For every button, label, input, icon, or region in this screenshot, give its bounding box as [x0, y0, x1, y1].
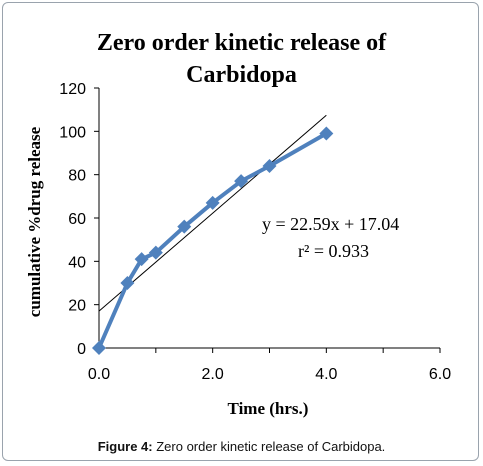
- y-tick-label: 100: [59, 124, 86, 141]
- equation-annotation: y = 22.59x + 17.04: [262, 214, 399, 234]
- data-point-marker: [234, 174, 249, 189]
- chart-title-line-1: Zero order kinetic release of: [96, 30, 387, 56]
- figure-caption-label: Figure 4:: [97, 439, 153, 454]
- chart-title-line-2: Carbidopa: [186, 62, 297, 88]
- y-tick-label: 40: [68, 254, 86, 271]
- x-tick-label: 0.0: [88, 366, 110, 383]
- trendline-group: [98, 114, 327, 312]
- x-tick-label: 4.0: [315, 366, 337, 383]
- x-axis-title: Time (hrs.): [228, 399, 309, 418]
- data-point-marker: [319, 126, 334, 141]
- data-point-marker: [205, 195, 220, 210]
- y-tick-label: 80: [68, 168, 86, 185]
- tick-labels: 0 20 40 60 80 100 120 0.0 2.0 4.0 6.0: [59, 81, 451, 383]
- y-tick-label: 60: [68, 211, 86, 228]
- y-tick-label: 20: [68, 298, 86, 315]
- data-point-marker: [262, 159, 277, 173]
- data-point-marker: [148, 245, 163, 260]
- linear-trendline: [98, 114, 327, 312]
- data-point-marker: [177, 219, 192, 234]
- data-point-marker: [120, 276, 135, 290]
- data-point-marker: [92, 341, 106, 355]
- figure-caption-text: Zero order kinetic release of Carbidopa.: [156, 439, 386, 454]
- y-axis-title: cumulative %drug release: [25, 126, 44, 317]
- chart-frame: [2, 2, 479, 461]
- data-point-marker: [134, 252, 149, 267]
- r-squared-annotation: r² = 0.933: [298, 241, 369, 261]
- y-tick-label: 0: [77, 341, 86, 358]
- y-tick-label: 120: [59, 81, 86, 98]
- figure-caption: Figure 4: Zero order kinetic release of …: [0, 439, 483, 454]
- series-line: [97, 131, 328, 349]
- x-tick-label: 2.0: [202, 366, 224, 383]
- series-group: [92, 126, 334, 355]
- x-tick-label: 6.0: [429, 366, 451, 383]
